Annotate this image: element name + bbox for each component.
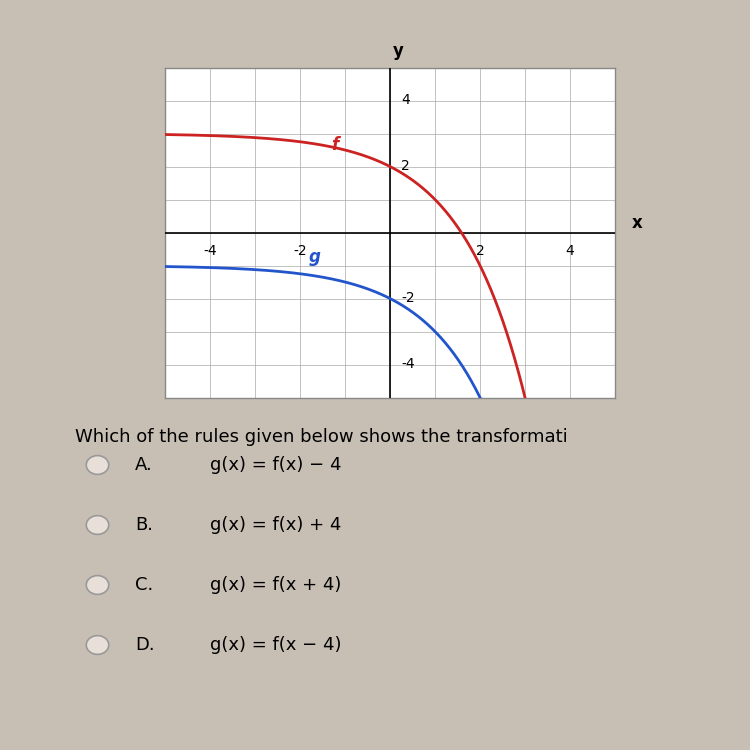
- Text: B.: B.: [135, 516, 153, 534]
- Text: 2: 2: [476, 244, 484, 258]
- Text: g(x) = f(x + 4): g(x) = f(x + 4): [210, 576, 341, 594]
- Text: g: g: [309, 248, 321, 266]
- Text: -2: -2: [293, 244, 307, 258]
- Text: x: x: [632, 214, 643, 232]
- Text: Which of the rules given below shows the transformati: Which of the rules given below shows the…: [75, 427, 568, 445]
- Text: -4: -4: [203, 244, 217, 258]
- Text: 2: 2: [401, 160, 410, 173]
- Text: 4: 4: [401, 94, 410, 107]
- Text: 4: 4: [566, 244, 574, 258]
- Text: f: f: [332, 136, 339, 154]
- Text: y: y: [393, 42, 404, 60]
- Text: -2: -2: [401, 292, 415, 305]
- Text: g(x) = f(x − 4): g(x) = f(x − 4): [210, 636, 341, 654]
- Text: C.: C.: [135, 576, 153, 594]
- Text: g(x) = f(x) + 4: g(x) = f(x) + 4: [210, 516, 341, 534]
- Text: -4: -4: [401, 358, 415, 371]
- Text: A.: A.: [135, 456, 153, 474]
- Text: g(x) = f(x) − 4: g(x) = f(x) − 4: [210, 456, 341, 474]
- Text: D.: D.: [135, 636, 154, 654]
